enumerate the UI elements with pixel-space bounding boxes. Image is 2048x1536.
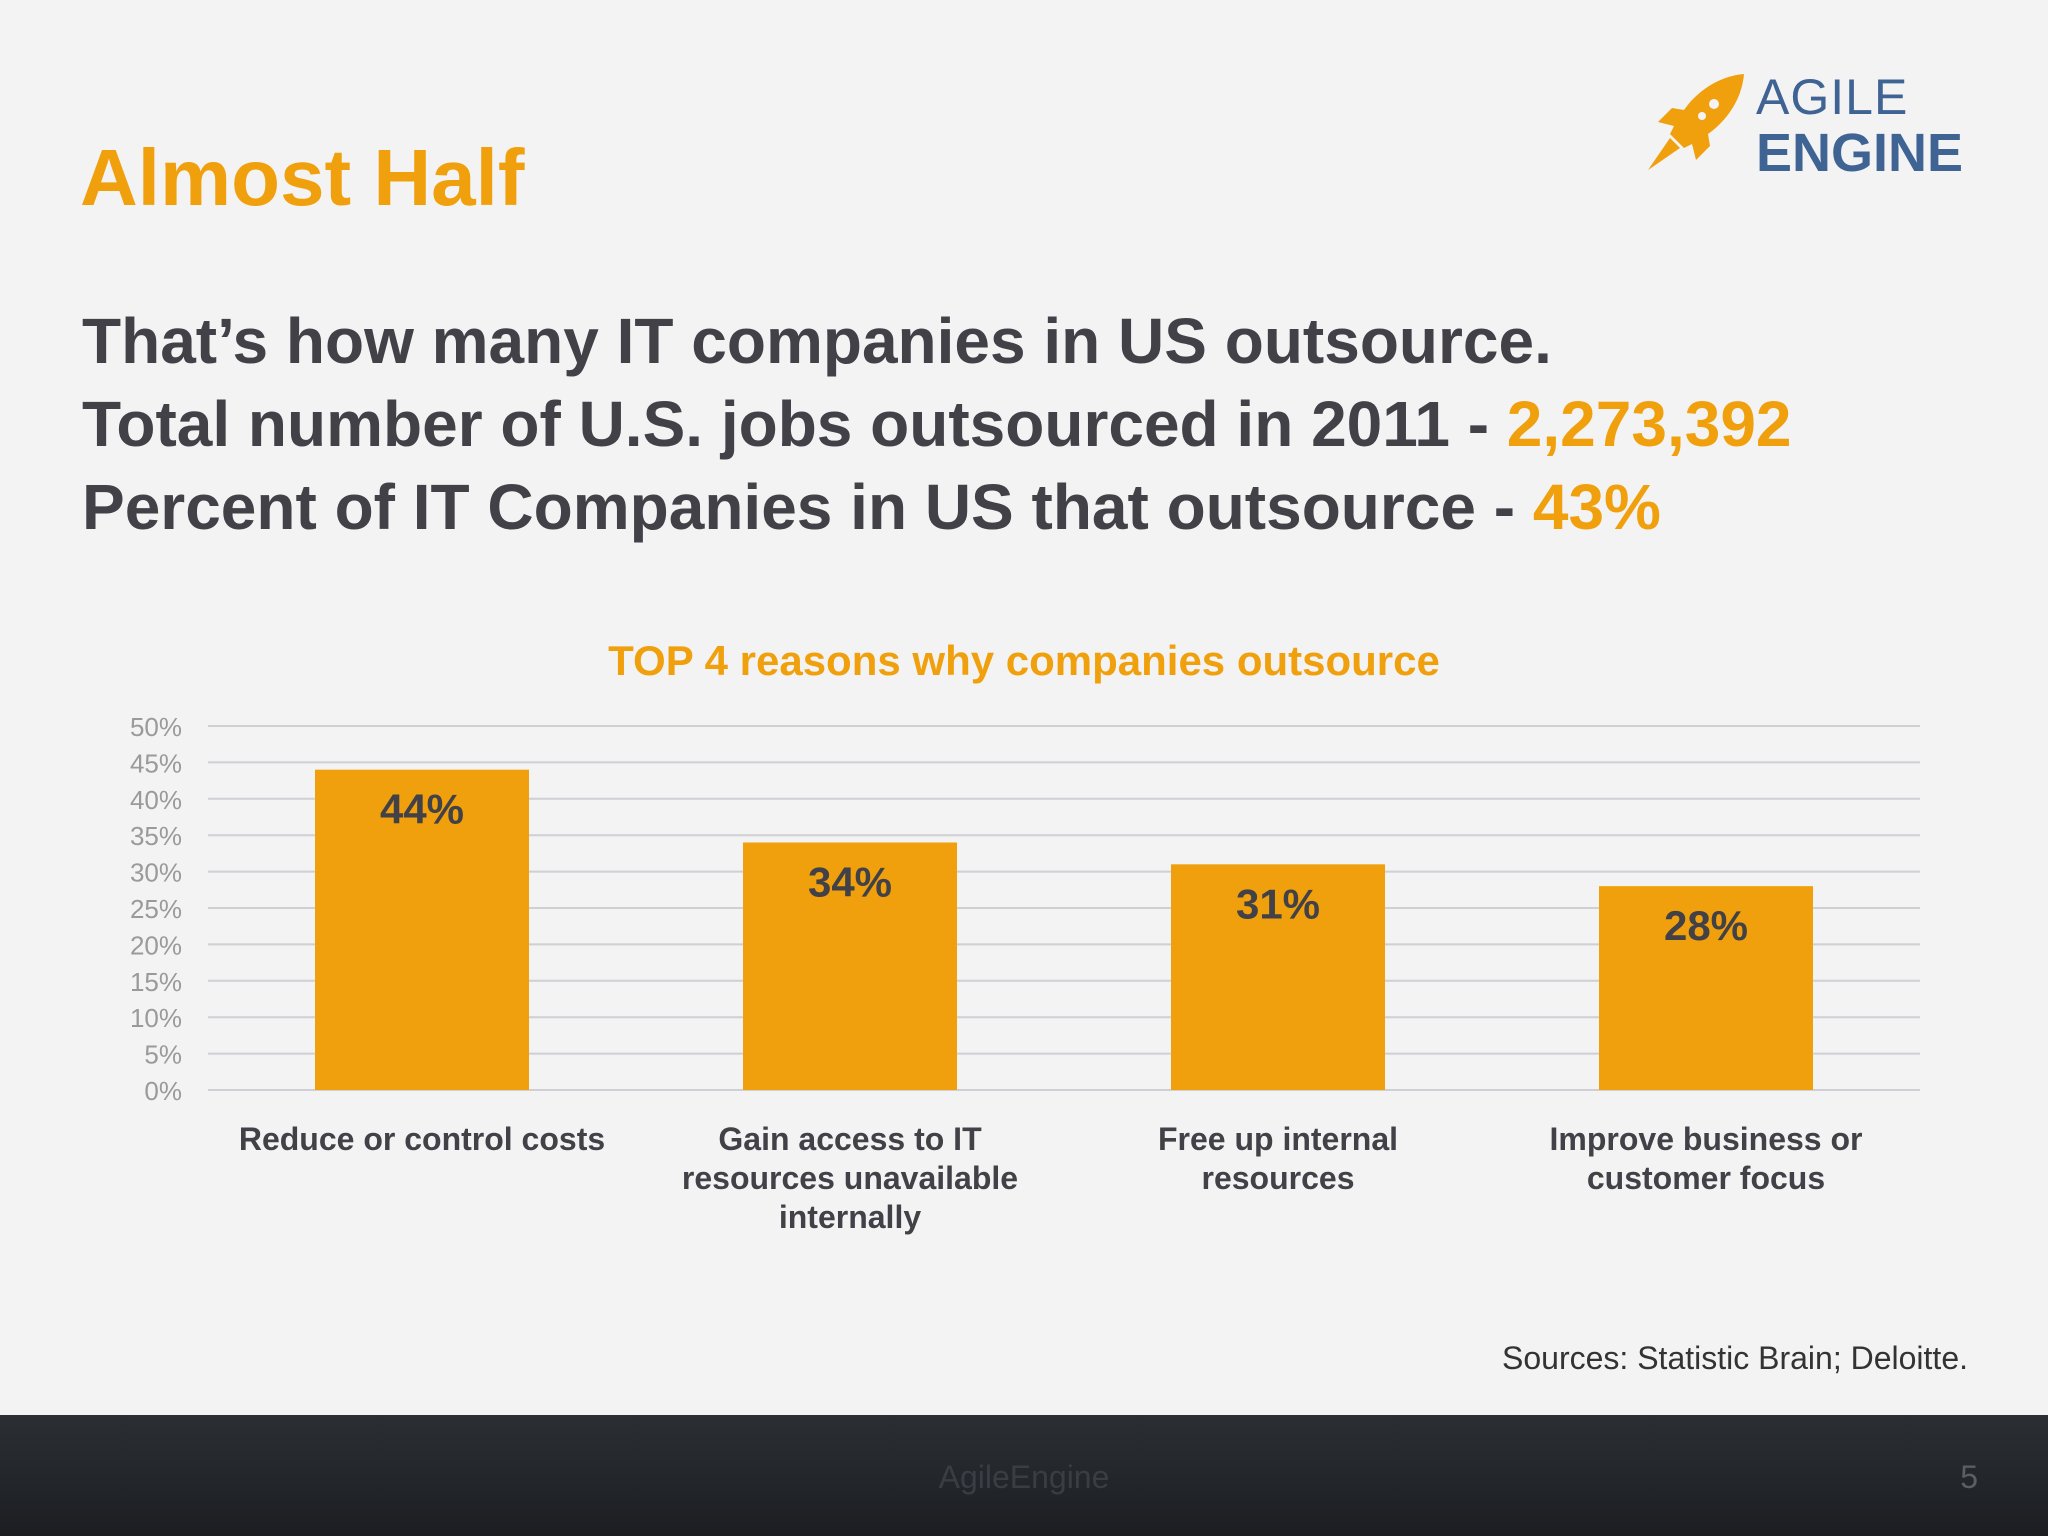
- stat-line-1: That’s how many IT companies in US outso…: [82, 300, 1792, 383]
- stat-line-3: Percent of IT Companies in US that outso…: [82, 466, 1792, 549]
- footer-bar: AgileEngine 5: [0, 1415, 2048, 1536]
- stat-line-3-text: Percent of IT Companies in US that outso…: [82, 471, 1533, 543]
- data-label: 28%: [1664, 902, 1748, 949]
- stat-line-3-value: 43%: [1532, 471, 1661, 543]
- logo-text-agile: AGILE: [1756, 69, 1909, 125]
- y-tick-label: 45%: [130, 748, 182, 778]
- chart-title: TOP 4 reasons why companies outsource: [608, 637, 1440, 684]
- x-tick-label: resources: [1202, 1160, 1355, 1196]
- x-tick-label: resources unavailable: [682, 1160, 1018, 1196]
- x-tick-label: Gain access to IT: [718, 1121, 982, 1157]
- x-tick-label: Free up internal: [1158, 1121, 1398, 1157]
- x-tick-label: internally: [779, 1199, 921, 1235]
- x-tick-label: Improve business or: [1550, 1121, 1863, 1157]
- bar: [1599, 886, 1813, 1090]
- y-tick-label: 10%: [130, 1003, 182, 1033]
- y-tick-label: 40%: [130, 785, 182, 815]
- x-tick-label: customer focus: [1587, 1160, 1825, 1196]
- stats-block: That’s how many IT companies in US outso…: [82, 300, 1792, 549]
- y-tick-label: 20%: [130, 930, 182, 960]
- stat-line-2-value: 2,273,392: [1506, 388, 1792, 460]
- source-note: Sources: Statistic Brain; Deloitte.: [1502, 1340, 1968, 1376]
- slide-title: Almost Half: [80, 133, 525, 222]
- x-tick-label: Reduce or control costs: [239, 1121, 605, 1157]
- bar: [1171, 864, 1385, 1090]
- y-tick-label: 25%: [130, 894, 182, 924]
- bar: [743, 842, 957, 1090]
- y-tick-label: 15%: [130, 967, 182, 997]
- y-tick-label: 30%: [130, 858, 182, 888]
- stat-line-1-text: That’s how many IT companies in US outso…: [82, 305, 1552, 377]
- bar-chart: 0% 5% 10% 15% 20% 25% 30% 35% 40% 45% 50% 44% Reduce…: [130, 712, 1920, 1235]
- agile-engine-logo: AGILE ENGINE: [1640, 68, 1964, 188]
- y-tick-label: 0%: [144, 1076, 182, 1106]
- data-label: 34%: [808, 858, 892, 905]
- y-tick-label: 35%: [130, 821, 182, 851]
- stat-line-2-text: Total number of U.S. jobs outsourced in …: [82, 388, 1507, 460]
- data-label: 44%: [380, 786, 464, 833]
- stat-line-2: Total number of U.S. jobs outsourced in …: [82, 383, 1792, 466]
- bar: [315, 769, 529, 1090]
- data-label: 31%: [1236, 880, 1320, 927]
- logo-text-engine: ENGINE: [1756, 123, 1964, 183]
- y-tick-label: 50%: [130, 712, 182, 742]
- rocket-icon: [1648, 74, 1744, 170]
- footer-brand: AgileEngine: [938, 1459, 1110, 1495]
- page-number: 5: [1960, 1459, 1978, 1495]
- y-tick-label: 5%: [144, 1040, 182, 1070]
